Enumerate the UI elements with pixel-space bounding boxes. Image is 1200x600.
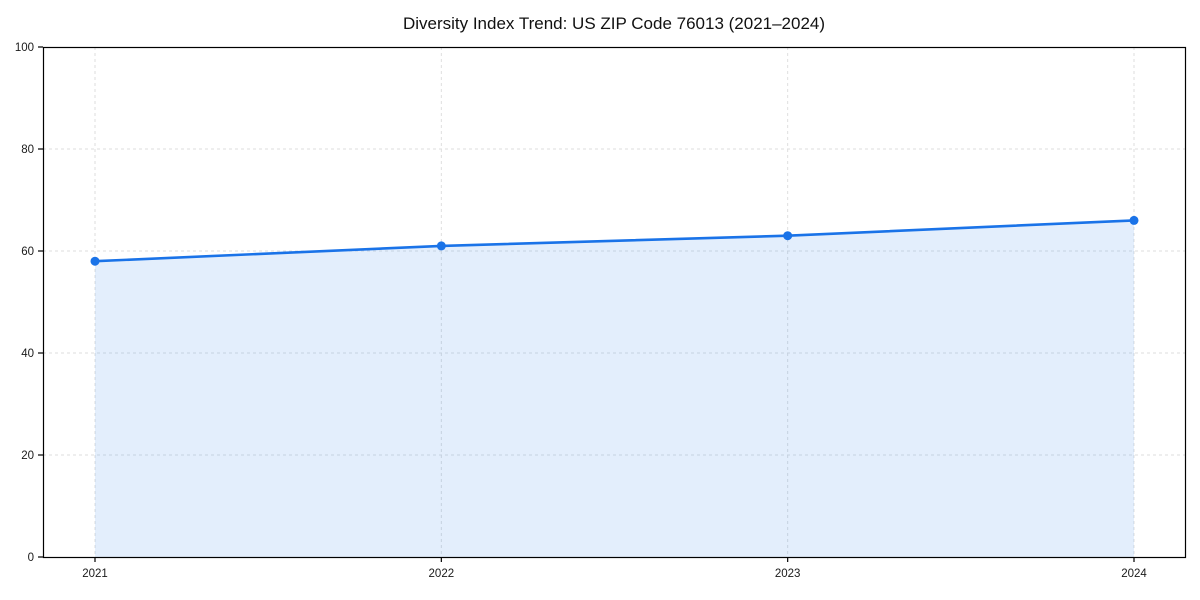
y-tick-label: 0 xyxy=(28,552,34,564)
series-layer xyxy=(90,215,1139,557)
axis-layer: 0 20 40 60 80 100 2021 2022 2023 2024 xyxy=(15,42,1148,580)
y-tick-label: 40 xyxy=(21,348,34,360)
grid-layer xyxy=(43,47,1186,557)
data-point-2023 xyxy=(783,231,793,241)
y-tick-label: 80 xyxy=(21,144,34,156)
y-tick-label: 100 xyxy=(15,42,34,54)
x-tick-label: 2024 xyxy=(1121,568,1147,580)
area-fill xyxy=(95,220,1134,557)
trend-line xyxy=(93,219,1136,263)
data-point-2024 xyxy=(1129,215,1139,225)
data-point-2021 xyxy=(90,256,100,266)
y-tick-label: 60 xyxy=(21,246,34,258)
chart-title: Diversity Index Trend: US ZIP Code 76013… xyxy=(403,14,825,33)
y-tick-label: 20 xyxy=(21,450,34,462)
x-tick-label: 2023 xyxy=(775,568,801,580)
plot-border xyxy=(42,46,1187,559)
data-point-2022 xyxy=(436,241,446,251)
x-tick-label: 2022 xyxy=(429,568,455,580)
x-tick-label: 2021 xyxy=(82,568,108,580)
